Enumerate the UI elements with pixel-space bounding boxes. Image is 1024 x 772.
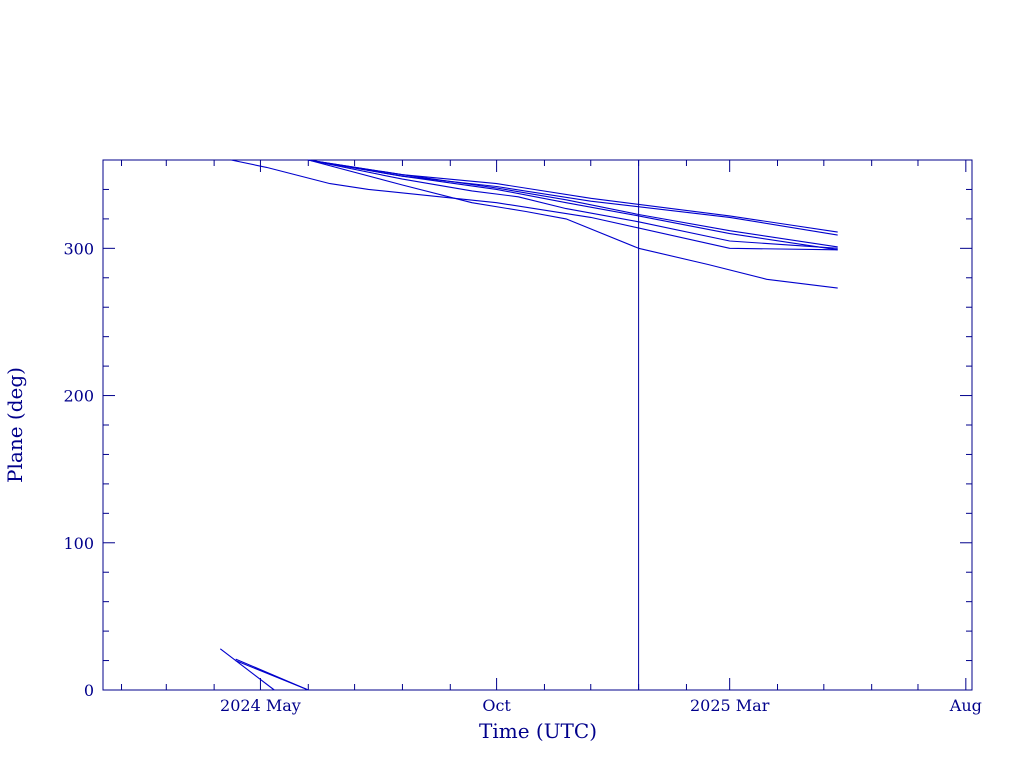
series-line-10 (235, 660, 275, 691)
y-tick-label: 0 (84, 681, 94, 700)
data-series (219, 159, 838, 691)
series-line-4 (308, 159, 838, 248)
y-tick-label: 300 (63, 239, 94, 258)
x-tick-label: Aug (949, 696, 982, 715)
y-tick-label: 200 (63, 387, 94, 406)
tick-labels: 0 100 200 300 2024 May Oct 2025 Mar Aug (63, 239, 981, 715)
axis-ticks (103, 159, 972, 691)
series-line-9 (235, 658, 309, 691)
series-line-6 (308, 159, 838, 249)
x-tick-label: Oct (482, 696, 511, 715)
y-axis-label: Plane (deg) (3, 367, 27, 483)
y-tick-label: 100 (63, 534, 94, 553)
x-axis-label: Time (UTC) (479, 719, 597, 743)
x-tick-label: 2025 Mar (690, 696, 770, 715)
series-line-1 (230, 159, 838, 251)
series-line-3 (308, 159, 838, 236)
x-tick-label: 2024 May (220, 696, 301, 715)
plot-frame (102, 159, 973, 691)
series-line-5 (308, 159, 838, 251)
series-line-7 (308, 159, 838, 289)
